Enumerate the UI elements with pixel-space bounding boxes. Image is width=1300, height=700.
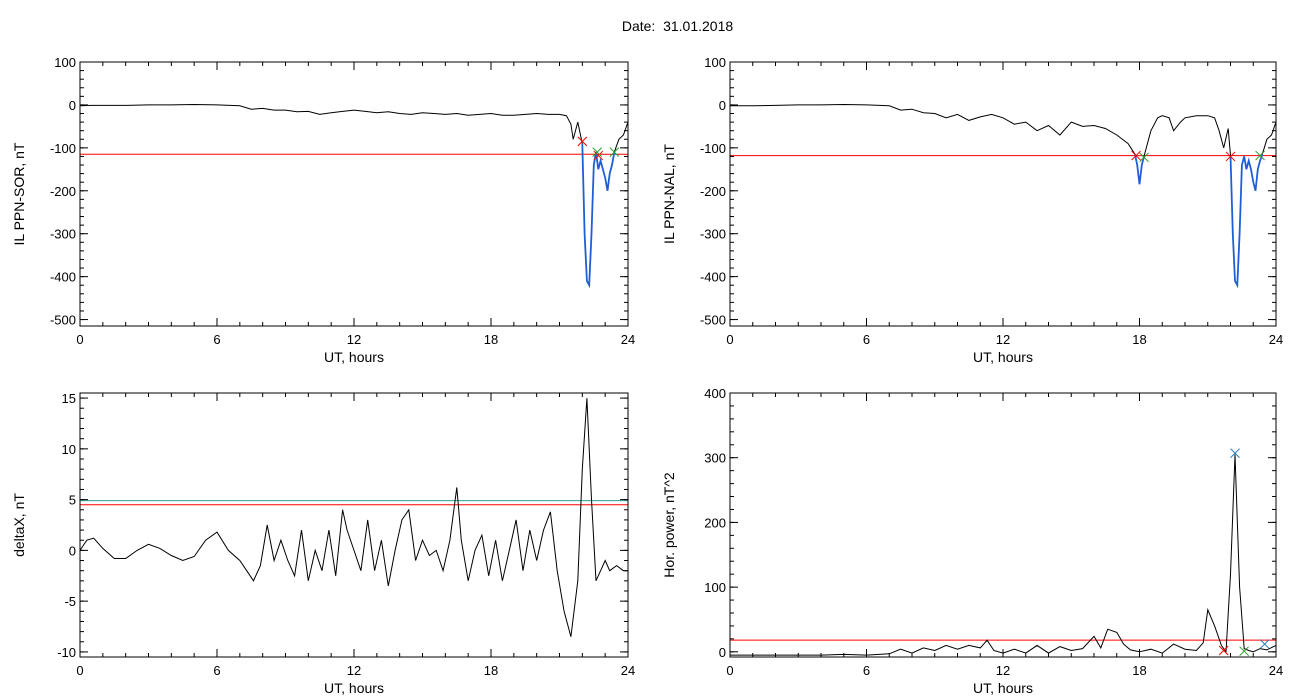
x-tick-label: 12 [996, 332, 1010, 347]
figure-title: Date: 31.01.2018 [0, 18, 1300, 34]
date-label: Date: [621, 18, 656, 34]
marker-cross [1131, 150, 1141, 161]
series-line [613, 121, 628, 153]
y-tick-label: 5 [69, 493, 76, 508]
x-tick-label: 24 [621, 663, 635, 678]
y-tick-label: -100 [50, 141, 76, 156]
plot-frame [79, 61, 629, 327]
y-tick-label: -100 [700, 141, 726, 156]
x-axis-label: UT, hours [973, 349, 1033, 365]
x-tick-label: 0 [76, 663, 83, 678]
y-tick-label: 400 [704, 386, 726, 401]
marker-cross [1225, 151, 1236, 162]
series-line [581, 143, 616, 289]
marker-cross [577, 136, 588, 147]
y-tick-label: 200 [704, 515, 726, 530]
y-tick-label: -200 [50, 184, 76, 199]
x-tick-label: 6 [863, 663, 870, 678]
marker-cross [592, 147, 603, 157]
series-line [730, 103, 1136, 155]
y-tick-label: -400 [50, 270, 76, 285]
panel-ppn-sor: 0 6 12 18 24 100 0 -100 -200 -300 -400 -500 UT, hour… [11, 55, 635, 365]
panel-hor-power: 0 6 12 18 24 400 300 200 100 0 UT, hours Hor. power… [661, 386, 1283, 696]
series-line [1261, 121, 1276, 155]
x-axis-label: UT, hours [973, 680, 1033, 696]
x-tick-label: 6 [213, 663, 220, 678]
y-axis-label: IL PPN-SOR, nT [11, 142, 27, 245]
x-tick-label: 18 [1132, 332, 1146, 347]
x-tick-label: 0 [726, 663, 733, 678]
marker-cross [1255, 150, 1265, 161]
x-tick-label: 12 [347, 332, 361, 347]
y-tick-label: 100 [704, 580, 726, 595]
y-axis-label: IL PPN-NAL, nT [661, 144, 677, 244]
x-tick-label: 0 [726, 332, 733, 347]
y-axis-label: deltaX, nT [11, 493, 27, 557]
y-tick-label: -300 [700, 227, 726, 242]
y-tick-label: 100 [54, 55, 76, 70]
y-axis-label: Hor. power, nT^2 [661, 472, 677, 578]
x-tick-label: 24 [1269, 332, 1283, 347]
marker-cross [1259, 639, 1270, 649]
x-tick-label: 18 [484, 332, 498, 347]
x-tick-label: 6 [213, 332, 220, 347]
series-line [80, 398, 628, 637]
y-tick-label: -500 [50, 313, 76, 328]
y-tick-label: -500 [700, 313, 726, 328]
x-tick-label: 18 [1132, 663, 1146, 678]
y-tick-label: -300 [50, 227, 76, 242]
plot-frame [729, 61, 1277, 327]
x-tick-label: 24 [621, 332, 635, 347]
x-tick-label: 0 [76, 332, 83, 347]
x-tick-label: 6 [863, 332, 870, 347]
marker-cross [1218, 645, 1229, 656]
y-tick-label: -200 [700, 184, 726, 199]
x-axis-label: UT, hours [324, 680, 384, 696]
y-tick-label: -10 [57, 645, 76, 660]
marker-cross [1239, 646, 1250, 657]
date-value: 31.01.2018 [663, 18, 734, 34]
marker-cross [609, 147, 620, 157]
series-line [80, 103, 583, 144]
y-tick-label: 0 [719, 645, 726, 660]
x-tick-label: 18 [484, 663, 498, 678]
y-tick-label: 15 [62, 391, 76, 406]
y-tick-label: 0 [69, 543, 76, 558]
marker-cross [1139, 152, 1149, 163]
x-tick-label: 12 [347, 663, 361, 678]
series-line [1229, 154, 1264, 289]
panel-deltax: 0 6 12 18 24 15 10 5 0 -5 -10 UT, hours deltaX, nT [11, 391, 635, 696]
series-line [1134, 154, 1145, 185]
x-axis-label: UT, hours [324, 349, 384, 365]
series-line [730, 454, 1276, 656]
y-tick-label: 0 [719, 98, 726, 113]
plot-frame [729, 392, 1277, 658]
y-tick-label: 0 [69, 98, 76, 113]
x-tick-label: 24 [1269, 663, 1283, 678]
x-tick-label: 12 [996, 663, 1010, 678]
series-line [1143, 115, 1231, 157]
y-tick-label: 10 [62, 442, 76, 457]
y-tick-label: 100 [704, 55, 726, 70]
y-tick-label: -400 [700, 270, 726, 285]
y-tick-label: 300 [704, 451, 726, 466]
marker-cross [1230, 448, 1240, 459]
panel-ppn-nal: 0 6 12 18 24 100 0 -100 -200 -300 -400 -500 UT, hour… [661, 55, 1283, 365]
y-tick-label: -5 [64, 594, 76, 609]
marker-cross [593, 150, 604, 161]
